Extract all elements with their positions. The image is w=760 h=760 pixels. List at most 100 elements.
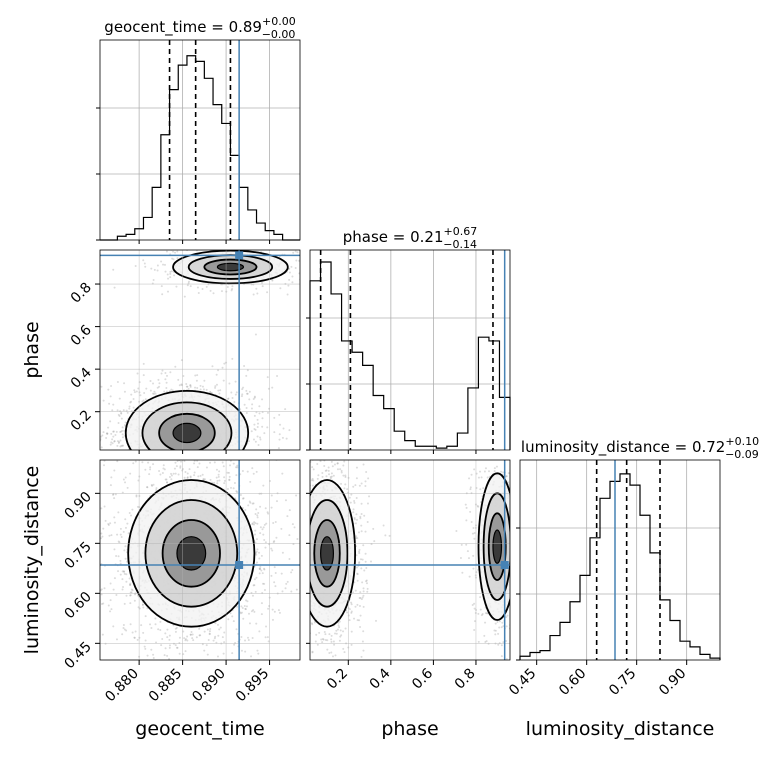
- sample-point: [186, 472, 189, 475]
- sample-point: [205, 285, 208, 288]
- sample-point: [254, 590, 257, 593]
- sample-point: [216, 655, 219, 658]
- sample-point: [188, 242, 190, 244]
- sample-point: [218, 479, 221, 482]
- sample-point: [352, 485, 355, 488]
- sample-point: [359, 517, 362, 520]
- sample-point: [101, 434, 104, 437]
- sample-point: [124, 518, 127, 521]
- sample-point: [251, 403, 254, 406]
- sample-point: [212, 292, 215, 295]
- sample-point: [128, 512, 131, 515]
- sample-point: [259, 453, 261, 455]
- sample-point: [360, 524, 363, 527]
- sample-point: [209, 455, 211, 457]
- sample-point: [180, 692, 182, 694]
- sample-point: [304, 567, 306, 569]
- sample-point: [124, 476, 127, 479]
- sample-point: [226, 454, 228, 456]
- sample-point: [213, 454, 215, 456]
- title-plus: +0.10: [725, 435, 759, 448]
- sample-point: [216, 482, 219, 485]
- sample-point: [259, 526, 262, 529]
- sample-point: [120, 417, 123, 420]
- sample-point: [365, 580, 368, 583]
- sample-point: [344, 627, 347, 630]
- sample-point: [247, 636, 250, 639]
- sample-point: [149, 455, 151, 457]
- sample-point: [247, 504, 250, 507]
- sample-point: [184, 455, 186, 457]
- sample-point: [90, 572, 92, 574]
- sample-point: [186, 476, 189, 479]
- sample-point: [303, 519, 305, 521]
- sample-point: [362, 587, 365, 590]
- sample-point: [229, 464, 232, 467]
- sample-point: [122, 478, 125, 481]
- sample-point: [132, 406, 135, 409]
- sample-point: [301, 544, 303, 546]
- sample-point: [337, 624, 340, 627]
- sample-point: [294, 266, 297, 269]
- sample-point: [302, 573, 304, 575]
- sample-point: [126, 665, 128, 667]
- sample-point: [163, 390, 166, 393]
- sample-point: [306, 482, 308, 484]
- sample-point: [352, 511, 355, 514]
- sample-point: [218, 455, 220, 457]
- sample-point: [241, 388, 244, 391]
- sample-point: [191, 456, 193, 458]
- sample-point: [131, 589, 134, 592]
- sample-point: [236, 464, 239, 467]
- sample-point: [199, 388, 202, 391]
- sample-point: [305, 504, 307, 506]
- sample-point: [113, 286, 116, 289]
- sample-point: [343, 452, 345, 454]
- sample-point: [256, 435, 259, 438]
- sample-point: [180, 383, 183, 386]
- sample-point: [237, 456, 239, 458]
- sample-point: [215, 383, 218, 386]
- sample-point: [306, 502, 308, 504]
- sample-point: [162, 467, 165, 470]
- sample-point: [355, 537, 358, 540]
- sample-point: [306, 490, 308, 492]
- sample-point: [100, 603, 103, 606]
- sample-point: [265, 625, 268, 628]
- sample-point: [185, 383, 188, 386]
- sample-point: [325, 475, 328, 478]
- sample-point: [293, 669, 295, 671]
- sample-point: [107, 523, 110, 526]
- sample-point: [195, 379, 198, 382]
- sample-point: [129, 690, 131, 692]
- sample-point: [145, 456, 147, 458]
- sample-point: [257, 455, 259, 457]
- sample-point: [228, 708, 230, 710]
- sample-point: [159, 620, 162, 623]
- sample-point: [202, 455, 204, 457]
- sample-point: [121, 444, 124, 447]
- sample-point: [58, 542, 60, 544]
- sample-point: [146, 486, 149, 489]
- sample-point: [172, 258, 175, 261]
- title-plus: +0.00: [262, 15, 296, 28]
- sample-point: [252, 609, 255, 612]
- sample-point: [339, 468, 342, 471]
- sample-point: [209, 390, 212, 393]
- sample-point: [332, 640, 335, 643]
- sample-point: [169, 276, 172, 279]
- sample-point: [120, 535, 123, 538]
- histogram-geocent_time: [100, 55, 300, 241]
- sample-point: [246, 369, 249, 372]
- sample-point: [339, 635, 342, 638]
- sample-point: [248, 500, 251, 503]
- sample-point: [102, 399, 105, 402]
- sample-point: [215, 476, 218, 479]
- sample-point: [321, 475, 324, 478]
- sample-point: [216, 245, 218, 247]
- sample-point: [156, 264, 159, 267]
- sample-point: [304, 587, 306, 589]
- sample-point: [295, 588, 298, 591]
- sample-point: [342, 474, 345, 477]
- sample-point: [215, 660, 217, 662]
